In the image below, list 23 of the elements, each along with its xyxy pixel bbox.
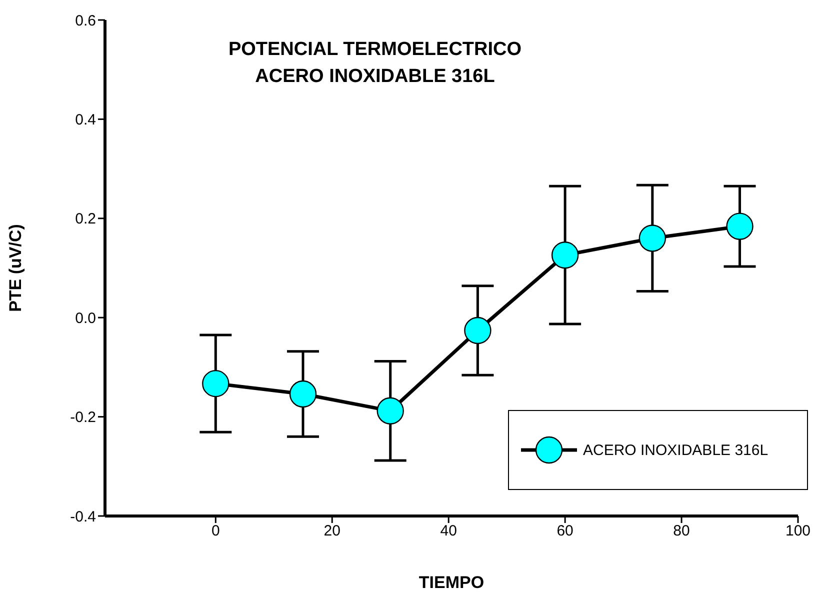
y-tick-label: 0.4 [75,112,96,129]
x-tick-label: 60 [556,522,574,540]
x-tick-label: 40 [440,522,457,540]
y-tick-label: -0.4 [70,508,96,526]
x-tick-label: 100 [785,522,811,540]
point [202,370,230,398]
x-tick-label: 0 [211,522,220,540]
point [376,397,404,424]
legend-label: ACERO INOXIDABLE 316L [583,442,768,458]
y-tick-label: 0.0 [75,310,96,327]
point [464,316,492,344]
text: POTENCIAL TERMOELECTRICO ACERO INOXIDABLE 316L [227,38,523,89]
y-tick-label: 0.2 [75,210,96,228]
x-tick-label: 20 [324,522,340,540]
point [551,242,579,269]
point [289,380,317,408]
y-tick-label: 0.6 [75,12,96,30]
point [726,212,754,240]
y-axis-title: PTE (uV/C) [6,224,26,312]
y-tick-label: -0.2 [70,409,96,426]
point [638,224,666,252]
x-tick-label: 80 [673,522,690,540]
x-axis-title: TIEMPO [418,573,484,592]
